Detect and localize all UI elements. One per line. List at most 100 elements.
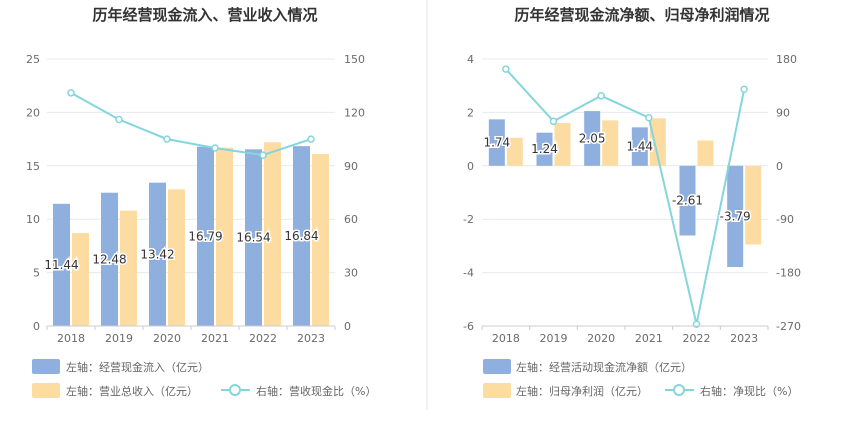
bar-marks: [488, 111, 762, 267]
grid-lines: [47, 58, 335, 327]
data-labels: 11.44 12.48 13.42 16.79 16.54 16.84: [43, 228, 320, 274]
x-axis-tick-label: 2018: [492, 332, 520, 345]
legend-label-net-cash-ratio: 右轴：净现比（%）: [700, 384, 798, 398]
bar-secondary: [264, 142, 281, 326]
axis-labels: 0 5 10 15 20 25 0 30 60 90 120 150 2018 2019 2020 2021 2…: [26, 53, 365, 345]
bar-primary: [584, 111, 601, 166]
left-axis-tick-label: -2: [463, 213, 474, 226]
ratio-point: [740, 85, 748, 94]
bar-data-label: 2.05: [579, 131, 606, 145]
legend-line-marker: [229, 384, 241, 396]
bar-secondary: [602, 120, 619, 166]
bar-data-label: 13.42: [140, 247, 174, 261]
bar-data-label: 16.54: [236, 231, 270, 245]
legend-label-net-profit: 左轴：归母净利润（亿元）: [516, 384, 648, 398]
x-axis-tick-label: 2022: [249, 332, 277, 345]
bar-data-label: -3.79: [720, 209, 751, 223]
bar-primary: [149, 182, 166, 326]
ratio-point: [502, 65, 510, 73]
left-axis-tick-label: 0: [33, 320, 40, 333]
bar-primary: [293, 146, 310, 326]
x-axis-tick-label: 2022: [683, 332, 711, 345]
bar-primary: [631, 127, 648, 166]
right-axis-tick-label: 90: [776, 106, 790, 119]
x-axis-tick-label: 2023: [730, 332, 758, 345]
legend-swatch-bar-primary: [483, 359, 511, 374]
bar-primary: [197, 146, 214, 326]
x-axis-tick-label: 2023: [297, 332, 325, 345]
left-axis-tick-label: 5: [33, 267, 40, 280]
bar-data-label: 16.84: [284, 229, 318, 243]
bar-secondary: [168, 189, 185, 326]
bar-primary: [245, 149, 262, 326]
legend-label-revenue: 左轴：营业总收入（亿元）: [66, 384, 198, 398]
data-labels: 1.74 1.24 2.05 1.44 -2.61 -3.79: [482, 130, 752, 225]
ratio-point: [549, 117, 558, 126]
ratio-point: [163, 135, 171, 143]
ratio-point: [211, 144, 219, 152]
bar-data-label: 1.74: [483, 136, 510, 150]
bar-secondary: [312, 154, 329, 326]
x-axis-tick-label: 2021: [201, 332, 229, 345]
bar-data-label: -2.61: [672, 194, 703, 208]
left-axis-tick-label: 15: [26, 160, 40, 173]
bar-secondary: [506, 137, 523, 166]
legend: 左轴：经营现金流入（亿元） 左轴：营业总收入（亿元） 右轴：营收现金比（%）: [32, 359, 376, 398]
left-axis-tick-label: 0: [467, 160, 474, 173]
x-axis-tick-label: 2019: [105, 332, 133, 345]
ratio-point: [67, 89, 75, 97]
bar-secondary: [697, 140, 714, 166]
bar-primary: [101, 192, 118, 326]
right-axis-tick-label: 30: [344, 267, 358, 280]
bar-data-label: 1.24: [531, 142, 558, 156]
axis-labels: -6 -4 -2 0 2 4 -270 -180 -90 0 90 180 2018 2019 2020 20…: [463, 53, 801, 345]
ratio-point: [597, 92, 605, 100]
left-axis-tick-label: 20: [26, 106, 40, 119]
bar-primary: [679, 165, 696, 236]
chart-panel-net-cash-net-profit: 历年经营现金流净额、归母净利润情况 1.74 1.242.051.44-2.61-…: [463, 6, 801, 398]
ratio-point: [307, 135, 315, 143]
bar-primary: [488, 119, 505, 166]
right-axis-tick-label: 150: [344, 53, 365, 66]
left-axis-tick-label: 2: [467, 106, 474, 119]
legend-swatch-bar-secondary: [483, 383, 511, 398]
bar-secondary: [72, 233, 89, 326]
right-axis-tick-label: 0: [776, 160, 783, 173]
x-axis-tick-label: 2018: [57, 332, 85, 345]
right-axis-tick-label: 120: [344, 106, 365, 119]
chart-panel-cash-inflow-revenue: 历年经营现金流入、营业收入情况 11.44 12.48 13.42 16.79 16.5…: [26, 6, 376, 398]
bar-primary: [53, 203, 70, 326]
left-axis-tick-label: 25: [26, 53, 40, 66]
x-axis-tick-label: 2019: [540, 332, 568, 345]
bar-primary: [727, 165, 744, 267]
legend-swatch-bar-primary: [32, 359, 60, 374]
bar-data-label: 12.48: [92, 252, 126, 266]
ratio-point: [645, 113, 653, 122]
ratio-line: [505, 68, 746, 325]
line-marks: [502, 65, 748, 328]
x-axis-tick-label: 2020: [587, 332, 615, 345]
bar-data-label: 16.79: [188, 229, 222, 243]
right-axis-tick-label: -90: [776, 213, 794, 226]
bar-secondary: [649, 118, 666, 166]
legend-label-net-cash: 左轴：经营活动现金流净额（亿元）: [516, 360, 692, 374]
x-axis-tick-label: 2021: [635, 332, 663, 345]
bar-primary: [536, 132, 553, 166]
grid-lines: [482, 58, 768, 327]
ratio-point: [259, 151, 267, 159]
x-axis-tick-label: 2020: [153, 332, 181, 345]
left-axis-tick-label: -6: [463, 320, 474, 333]
right-axis-tick-label: 180: [776, 53, 797, 66]
left-axis-tick-label: -4: [463, 267, 474, 280]
bar-secondary: [554, 123, 571, 166]
left-axis-tick-label: 4: [467, 53, 474, 66]
right-axis-tick-label: 60: [344, 213, 358, 226]
bar-secondary: [120, 210, 137, 326]
bar-data-label: 11.44: [44, 258, 78, 272]
legend-label-cash-ratio: 右轴：营收现金比（%）: [256, 384, 376, 398]
legend-swatch-bar-secondary: [32, 383, 60, 398]
right-axis-tick-label: 90: [344, 160, 358, 173]
bar-data-label: 1.44: [626, 140, 653, 154]
